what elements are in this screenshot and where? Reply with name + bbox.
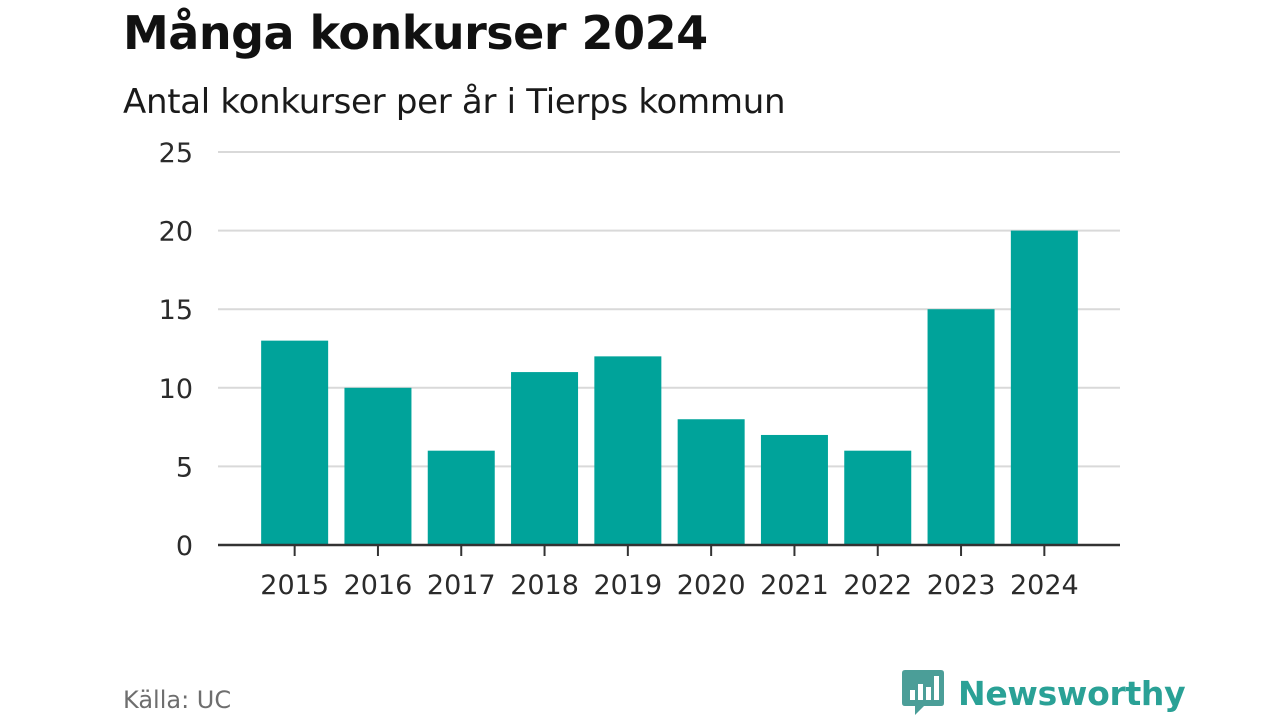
bar xyxy=(927,309,995,545)
x-tick-label: 2020 xyxy=(677,570,746,601)
x-axis-ticks: 2015 2016 2017 2018 2019 2020 2021 2022 2023 2024 xyxy=(260,545,1079,601)
bar xyxy=(844,450,912,545)
x-tick-label: 2015 xyxy=(260,570,329,601)
x-tick-label: 2019 xyxy=(593,570,662,601)
bar xyxy=(344,387,412,545)
bar xyxy=(261,340,329,545)
bars xyxy=(261,230,1078,545)
bar xyxy=(760,434,828,545)
x-tick-label: 2021 xyxy=(760,570,829,601)
y-tick-label: 25 xyxy=(159,138,193,169)
x-tick-label: 2024 xyxy=(1010,570,1079,601)
brand-logo[interactable]: Newsworthy xyxy=(902,670,1186,716)
x-tick-label: 2023 xyxy=(927,570,996,601)
bar xyxy=(511,372,579,545)
y-tick-label: 5 xyxy=(176,452,193,483)
x-tick-label: 2022 xyxy=(843,570,912,601)
chart-subtitle: Antal konkurser per år i Tierps kommun xyxy=(123,82,786,122)
bar xyxy=(677,419,745,545)
y-tick-label: 10 xyxy=(159,374,193,405)
x-tick-label: 2016 xyxy=(344,570,413,601)
bar xyxy=(1010,230,1078,545)
bar xyxy=(427,450,495,545)
y-tick-label: 15 xyxy=(159,295,193,326)
x-tick-label: 2017 xyxy=(427,570,496,601)
y-axis-ticks: 0 5 10 15 20 25 xyxy=(159,138,193,562)
newsworthy-logo-icon xyxy=(902,670,944,715)
chart-title: Många konkurser 2024 xyxy=(123,6,708,60)
brand-name: Newsworthy xyxy=(958,673,1186,713)
x-tick-label: 2018 xyxy=(510,570,579,601)
y-tick-label: 20 xyxy=(159,217,193,248)
y-tick-label: 0 xyxy=(176,531,193,562)
source-note: Källa: UC xyxy=(123,686,232,714)
bar xyxy=(594,356,662,545)
